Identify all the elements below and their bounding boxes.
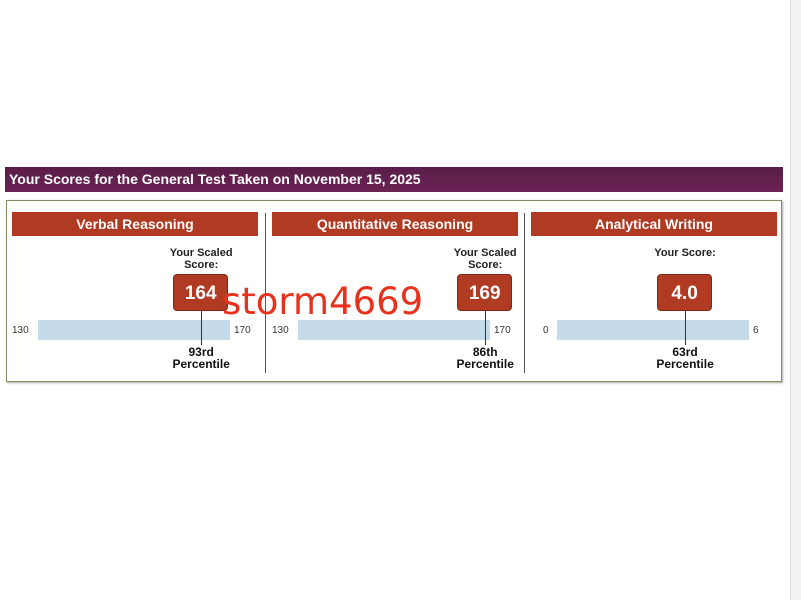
scale-max: 170 bbox=[234, 325, 251, 336]
percentile-value: 86th bbox=[472, 345, 498, 359]
scores-header: Your Scores for the General Test Taken o… bbox=[5, 167, 783, 192]
section-verbal: Verbal Reasoning Your Scaled Score: 164 130… bbox=[12, 212, 258, 377]
section-title: Quantitative Reasoning bbox=[272, 212, 518, 236]
score-badge: 169 bbox=[457, 274, 513, 311]
percentile: 86th Percentile bbox=[440, 346, 530, 370]
score-scale-bar bbox=[557, 320, 749, 340]
scrollbar[interactable] bbox=[790, 0, 801, 600]
percentile: 63rd Percentile bbox=[640, 346, 730, 370]
score-badge: 164 bbox=[173, 274, 229, 311]
section-title: Verbal Reasoning bbox=[12, 212, 258, 236]
score-scale-bar bbox=[298, 320, 490, 340]
scale-min: 0 bbox=[543, 325, 549, 336]
score-label: Your Scaled Score: bbox=[453, 247, 517, 271]
score-label: Your Score: bbox=[654, 247, 716, 259]
score-label: Your Scaled Score: bbox=[169, 247, 233, 271]
percentile-label: Percentile bbox=[172, 357, 230, 371]
scale-max: 6 bbox=[753, 325, 759, 336]
score-badge: 4.0 bbox=[657, 274, 713, 311]
percentile-value: 63rd bbox=[672, 345, 698, 359]
percentile-label: Percentile bbox=[656, 357, 714, 371]
percentile-value: 93rd bbox=[188, 345, 214, 359]
divider bbox=[524, 213, 525, 373]
divider bbox=[265, 213, 266, 373]
percentile-label: Percentile bbox=[456, 357, 514, 371]
percentile: 93rd Percentile bbox=[156, 346, 246, 370]
scale-min: 130 bbox=[12, 325, 29, 336]
score-marker bbox=[685, 311, 687, 345]
scores-container: Verbal Reasoning Your Scaled Score: 164 130… bbox=[6, 200, 782, 382]
score-marker bbox=[485, 311, 487, 345]
score-marker bbox=[201, 311, 203, 345]
watermark: storm4669 bbox=[222, 280, 424, 323]
scale-min: 130 bbox=[272, 325, 289, 336]
section-quantitative: Quantitative Reasoning Your Scaled Score:… bbox=[272, 212, 518, 377]
section-title: Analytical Writing bbox=[531, 212, 777, 236]
score-scale-bar bbox=[38, 320, 230, 340]
section-writing: Analytical Writing Your Score: 4.0 0 6 63rd Pe… bbox=[531, 212, 777, 377]
scale-max: 170 bbox=[494, 325, 511, 336]
